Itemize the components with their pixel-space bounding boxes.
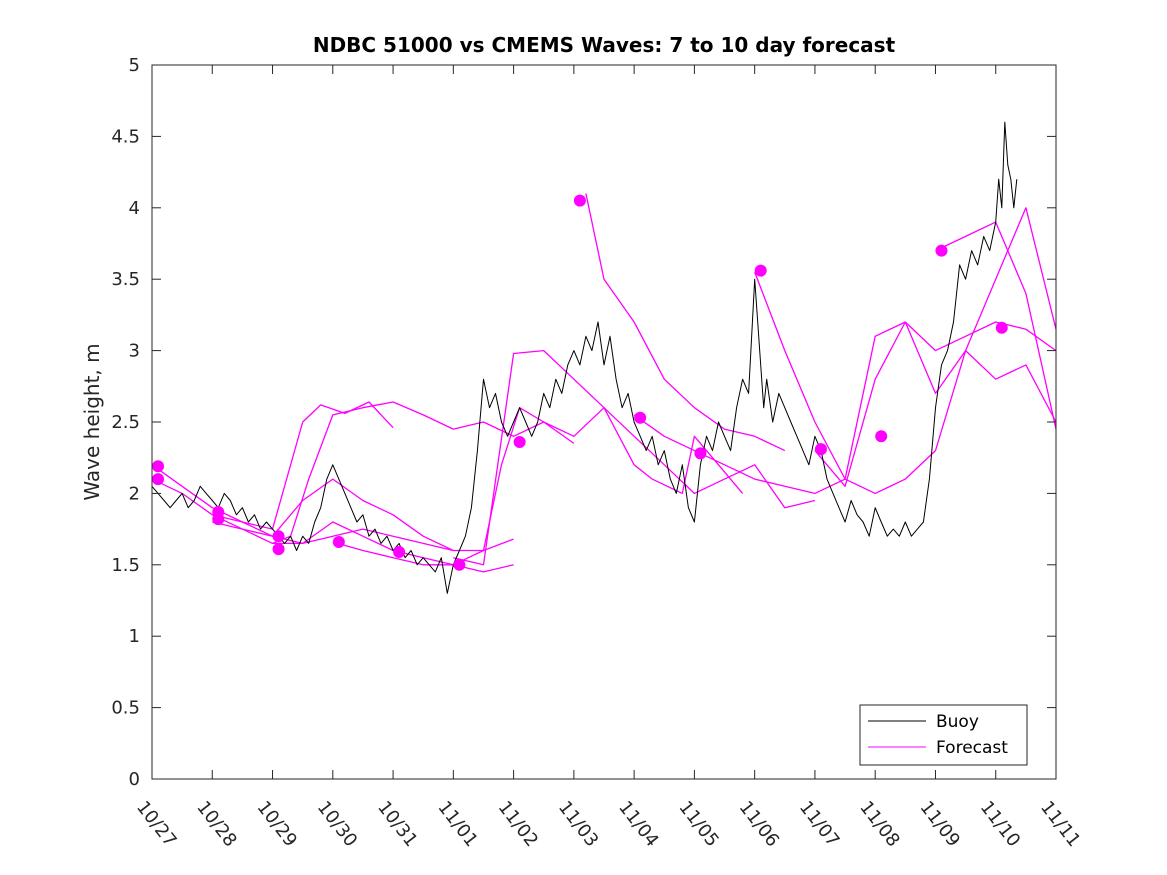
forecast-point-10 [573,194,586,207]
forecast-point-17 [995,321,1008,334]
y-tick-label: 0.5 [111,698,140,719]
y-axis-label: Wave height, m [80,343,104,500]
x-tick-label: 10/29 [253,797,301,851]
forecast-point-3 [212,513,225,526]
forecast-point-15 [875,430,888,443]
x-tick-label: 11/07 [795,797,843,851]
forecast-point-16 [935,244,948,257]
plot-area [152,65,1056,779]
legend-box [859,704,1028,766]
forecast-point-6 [332,535,345,548]
chart-title: NDBC 51000 vs CMEMS Waves: 7 to 10 day f… [313,33,896,57]
y-tick-label: 3 [129,341,140,362]
x-tick-label: 10/28 [192,797,240,851]
forecast-point-8 [453,558,466,571]
forecast-point-12 [694,447,707,460]
forecast-line-10 [814,207,1057,487]
x-tick-label: 11/08 [855,797,903,851]
forecast-line-6 [453,349,816,566]
forecast-line-4 [272,401,575,545]
y-tick-label: 0 [129,769,140,790]
forecast-line-5 [332,407,744,566]
x-tick-label: 10/30 [313,797,361,851]
forecast-line-2 [212,401,394,530]
y-tick-label: 5 [129,55,140,76]
y-tick-label: 3.5 [111,269,140,290]
forecast-point-7 [393,545,406,558]
x-tick-label: 11/03 [554,797,602,851]
forecast-point-5 [272,543,285,556]
forecast-point-0 [152,460,165,473]
y-tick-label: 4.5 [111,126,140,147]
forecast-point-4 [272,530,285,543]
series-layer [151,121,1057,594]
x-tick-label: 10/31 [373,797,421,851]
y-tick-label: 1.5 [111,555,140,576]
forecast-line-7 [585,193,786,452]
legend: Buoy Forecast [859,704,1028,766]
forecast-point-9 [513,435,526,448]
x-tick-label: 11/06 [735,797,783,851]
y-tick-label: 2.5 [111,412,140,433]
x-tick-label: 11/01 [433,797,481,851]
x-tick-label: 11/11 [1036,797,1084,851]
plot-background [152,65,1056,779]
x-tick-label: 10/27 [132,797,180,851]
forecast-line-3 [212,478,514,552]
y-tick-label: 2 [129,483,140,504]
x-tick-label: 11/09 [916,797,964,851]
forecast-point-14 [814,443,827,456]
x-tick-label: 11/05 [674,797,722,851]
forecast-point-11 [634,411,647,424]
y-tick-label: 4 [129,198,140,219]
x-tick-label: 11/10 [976,797,1024,851]
x-tick-label: 11/02 [494,797,542,851]
legend-forecast-label: Forecast [936,738,1008,758]
x-tick-label: 11/04 [614,797,662,851]
forecast-line-9 [754,271,1057,495]
legend-buoy-label: Buoy [936,712,979,732]
forecast-point-1 [152,473,165,486]
y-tick-label: 1 [129,626,140,647]
buoy-line [151,121,1018,594]
forecast-point-13 [754,264,767,277]
